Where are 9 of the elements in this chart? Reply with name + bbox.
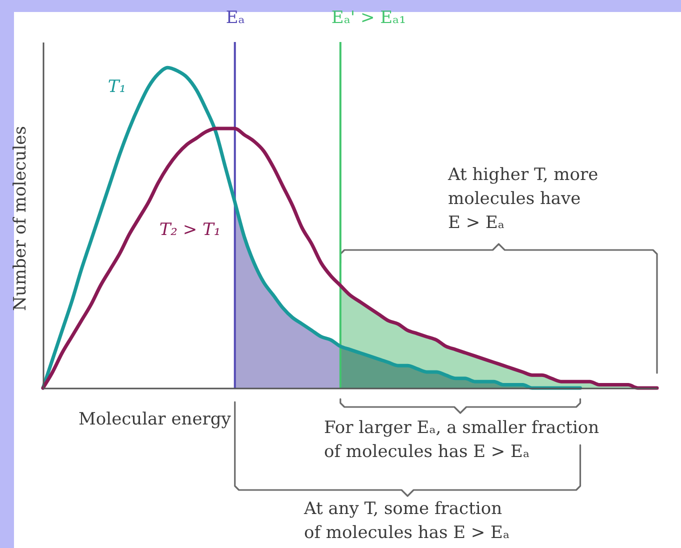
- series-label: T₂ > T₁: [159, 220, 221, 240]
- y-axis-title: Number of molecules: [10, 126, 30, 311]
- series-label: T₁: [108, 77, 126, 97]
- text: At any T, some fraction of molecules has E > Eₐ: [303, 499, 510, 543]
- x-axis-title: Molecular energy: [78, 410, 232, 430]
- text: For larger Eₐ, a smaller fraction of molecules has E > Eₐ: [324, 418, 600, 462]
- annotation: At higher T, more molecules have E > Eₐ: [447, 165, 598, 233]
- text: Eₐ' > Eₐ₁: [331, 8, 406, 28]
- text: Eₐ: [226, 8, 246, 28]
